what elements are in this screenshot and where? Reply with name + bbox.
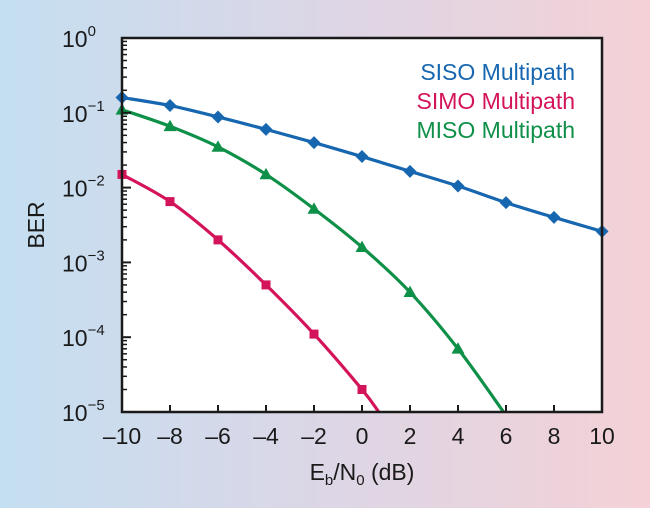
x-axis-label-sub-0: 0 xyxy=(356,472,364,489)
data-point-diamond xyxy=(547,210,561,224)
data-point-diamond xyxy=(403,164,417,178)
data-point-square xyxy=(213,235,223,245)
data-point-diamond xyxy=(355,150,369,164)
y-tick-label: 10−1 xyxy=(62,98,105,127)
data-point-square xyxy=(357,384,367,394)
data-point-diamond xyxy=(307,136,321,150)
data-point-square xyxy=(309,329,319,339)
y-tick-base: 10 xyxy=(62,400,88,426)
x-tick-label: 10 xyxy=(589,423,615,449)
legend-entry: SISO Multipath xyxy=(420,59,575,85)
data-point-triangle xyxy=(451,342,465,354)
y-tick-label: 10−3 xyxy=(62,247,105,276)
data-point-diamond xyxy=(259,122,273,136)
y-tick-label: 100 xyxy=(62,23,96,52)
legend-entry: MISO Multipath xyxy=(417,117,576,143)
data-point-diamond xyxy=(211,110,225,124)
data-point-triangle xyxy=(259,167,273,180)
data-point-square xyxy=(165,197,175,207)
x-tick-label: –8 xyxy=(157,423,183,449)
x-tick-label: –4 xyxy=(253,423,279,449)
data-point-triangle xyxy=(307,202,321,214)
y-tick-label: 10−4 xyxy=(62,322,105,351)
data-point-triangle xyxy=(163,119,177,132)
data-point-diamond xyxy=(163,99,177,113)
y-tick-exponent: 0 xyxy=(88,23,96,40)
x-tick-label: 2 xyxy=(404,423,417,449)
x-tick-label: 4 xyxy=(452,423,465,449)
y-tick-exponent: −5 xyxy=(88,397,105,414)
x-axis-label-base: E xyxy=(310,459,325,485)
x-axis-label-sub-b: b xyxy=(325,472,333,489)
x-tick-label: 8 xyxy=(548,423,561,449)
data-point-square xyxy=(261,280,271,290)
y-tick-base: 10 xyxy=(62,250,88,276)
y-tick-exponent: −4 xyxy=(88,322,105,339)
x-tick-label: 6 xyxy=(500,423,513,449)
x-tick-label: –6 xyxy=(205,423,231,449)
data-point-diamond xyxy=(451,179,465,193)
data-point-diamond xyxy=(499,196,513,210)
legend-entry: SIMO Multipath xyxy=(417,88,576,114)
x-tick-label: –2 xyxy=(301,423,327,449)
x-axis-label-tail: (dB) xyxy=(365,459,415,485)
data-point-triangle xyxy=(211,140,225,152)
y-tick-base: 10 xyxy=(62,325,88,351)
y-tick-exponent: −3 xyxy=(88,247,105,264)
data-point-triangle xyxy=(403,285,417,298)
y-tick-exponent: −1 xyxy=(88,98,105,115)
y-tick-label: 10−5 xyxy=(62,397,105,426)
x-tick-label: –10 xyxy=(103,423,141,449)
y-tick-base: 10 xyxy=(62,26,88,52)
y-tick-base: 10 xyxy=(62,101,88,127)
data-point-triangle xyxy=(355,240,369,253)
y-tick-base: 10 xyxy=(62,176,88,202)
y-tick-exponent: −2 xyxy=(88,173,105,190)
y-axis-label: BER xyxy=(23,201,49,248)
x-tick-label: 0 xyxy=(356,423,369,449)
x-axis-label-mid: /N xyxy=(333,459,356,485)
y-tick-label: 10−2 xyxy=(62,173,105,202)
x-axis-label: Eb/N0 (dB) xyxy=(310,459,415,489)
